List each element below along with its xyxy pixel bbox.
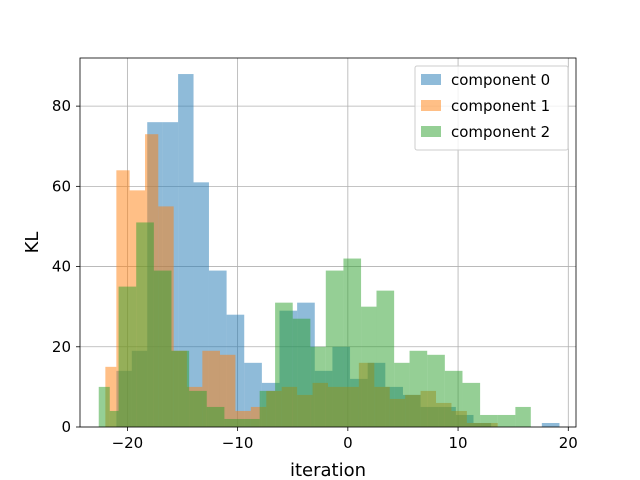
histogram-bar (136, 222, 154, 427)
histogram-bar (409, 350, 428, 427)
histogram-bar (541, 422, 560, 427)
legend-swatch (421, 100, 441, 111)
histogram-bar (118, 286, 137, 427)
histogram-bar (105, 366, 117, 427)
histogram-bar (189, 390, 207, 427)
legend-label: component 0 (451, 71, 550, 89)
histogram-bar (361, 306, 377, 427)
histogram-bar (325, 270, 344, 427)
histogram-bar (310, 346, 326, 427)
histogram-bar (206, 406, 225, 427)
y-axis-label: KL (22, 232, 43, 254)
legend-swatch (421, 126, 441, 137)
histogram-bar (292, 318, 311, 427)
y-tick-label: 20 (52, 338, 71, 356)
legend-label: component 2 (451, 123, 550, 141)
histogram-bar (394, 362, 410, 427)
histogram-bar (427, 354, 445, 427)
y-tick-label: 60 (52, 177, 71, 195)
bars (98, 74, 560, 427)
y-tick-label: 80 (52, 97, 71, 115)
histogram-bar (462, 382, 481, 427)
histogram-bar (259, 390, 276, 427)
x-axis-label: iteration (290, 460, 366, 480)
histogram-bar (480, 414, 498, 427)
histogram-bar (376, 290, 395, 427)
series-component-2 (98, 222, 531, 427)
histogram-bar (178, 74, 194, 427)
histogram-bar (275, 302, 293, 427)
x-tick-label: 10 (449, 434, 468, 452)
histogram-bar (98, 386, 110, 427)
plot-frame (79, 57, 577, 428)
legend-box (414, 65, 569, 151)
histogram-bar (444, 370, 463, 427)
histogram-bar (109, 410, 119, 427)
x-tick-label: 0 (343, 434, 353, 452)
ticks: −20 −10 0 10 20 0 20 40 60 80 (52, 97, 578, 452)
x-tick-label: 20 (559, 434, 578, 452)
histogram-bar (153, 270, 172, 427)
x-tick-label: −20 (112, 434, 144, 452)
histogram-bar (224, 418, 243, 427)
histogram-bar (171, 350, 190, 427)
histogram-bar (242, 418, 260, 427)
legend-swatch (421, 74, 441, 85)
legend-label: component 1 (451, 97, 550, 115)
legend: component 0 component 1 component 2 (414, 65, 569, 151)
histogram-bar (497, 414, 516, 427)
x-tick-label: −10 (222, 434, 254, 452)
histogram-bar (515, 406, 531, 427)
histogram-bar (343, 258, 362, 427)
y-tick-label: 40 (52, 258, 71, 276)
y-tick-label: 0 (61, 418, 71, 436)
